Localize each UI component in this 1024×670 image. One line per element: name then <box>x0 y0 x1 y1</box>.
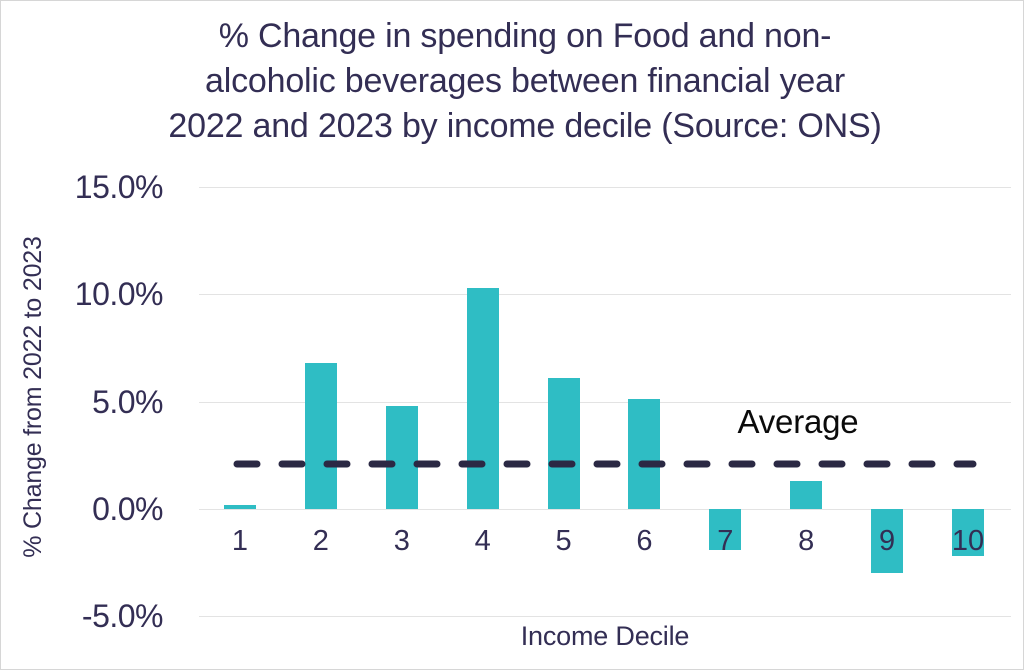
chart-title-line-3: 2022 and 2023 by income decile (Source: … <box>168 107 882 145</box>
gridline-5.0% <box>199 401 1011 403</box>
average-dashed-line <box>233 460 977 468</box>
bar-decile-2 <box>304 362 337 509</box>
gridline-0.0% <box>199 508 1011 510</box>
bar-decile-9 <box>871 508 904 574</box>
chart-title-line-2: alcoholic beverages between financial ye… <box>205 62 845 100</box>
bar-decile-5 <box>547 377 580 509</box>
x-tick-label-4: 4 <box>474 525 491 557</box>
x-tick-label-5: 5 <box>555 525 572 557</box>
y-tick-label-10.0%: 10.0% <box>74 276 164 313</box>
x-tick-label-10: 10 <box>951 525 985 557</box>
y-tick-label-0.0%: 0.0% <box>92 490 163 527</box>
y-tick-label-5.0%: 5.0% <box>92 383 163 420</box>
x-tick-label-9: 9 <box>879 525 896 557</box>
x-tick-label-1: 1 <box>231 525 249 557</box>
y-tick-label--5.0%: -5.0% <box>81 598 164 635</box>
bar-decile-10 <box>952 508 984 556</box>
x-tick-label-2: 2 <box>312 525 329 557</box>
x-tick-label-8: 8 <box>798 525 815 557</box>
bar-decile-1 <box>224 504 256 509</box>
bar-decile-8 <box>790 480 823 509</box>
bar-decile-6 <box>628 399 661 509</box>
x-axis-title: Income Decile <box>520 621 690 651</box>
gridline-10.0% <box>199 294 1011 296</box>
gridline--5.0% <box>199 616 1011 618</box>
x-tick-label-7: 7 <box>717 525 734 557</box>
chart-title: % Change in spending on Food and non- al… <box>27 14 1023 149</box>
bar-decile-7 <box>709 508 742 550</box>
x-tick-label-6: 6 <box>636 525 653 557</box>
gridline-15.0% <box>199 186 1011 188</box>
chart-title-line-1: % Change in spending on Food and non- <box>218 17 832 55</box>
bar-decile-3 <box>385 405 418 509</box>
bar-decile-4 <box>466 287 499 509</box>
x-tick-label-3: 3 <box>393 525 410 557</box>
y-tick-label-15.0%: 15.0% <box>74 168 164 205</box>
average-line-label: Average <box>737 403 859 440</box>
